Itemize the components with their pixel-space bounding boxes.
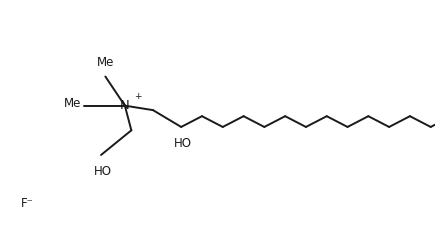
- Text: N: N: [120, 99, 130, 112]
- Text: F⁻: F⁻: [21, 197, 34, 210]
- Text: HO: HO: [174, 137, 192, 150]
- Text: HO: HO: [94, 165, 112, 178]
- Text: +: +: [134, 92, 142, 101]
- Text: Me: Me: [97, 56, 114, 69]
- Text: Me: Me: [64, 97, 82, 110]
